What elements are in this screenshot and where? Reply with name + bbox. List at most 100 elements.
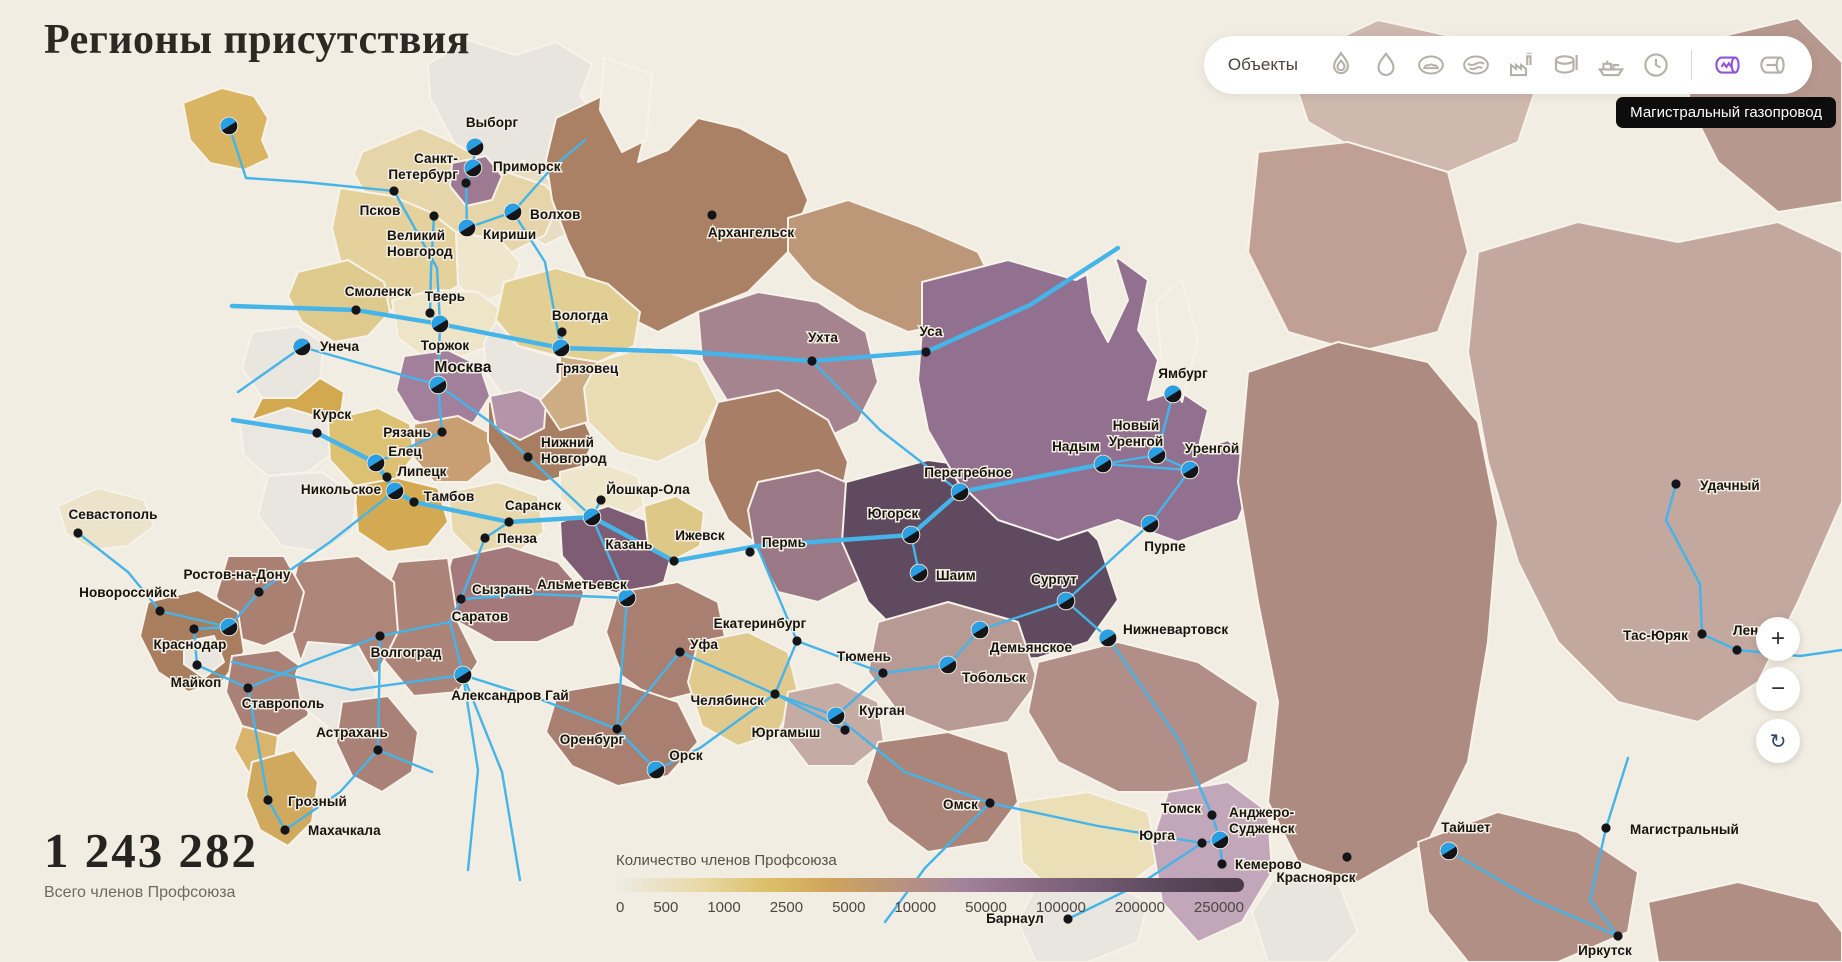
- hub-marker[interactable]: [908, 562, 929, 583]
- city-marker[interactable]: [73, 528, 83, 538]
- gas-flame-icon[interactable]: [1325, 49, 1357, 81]
- city-marker[interactable]: [1342, 852, 1352, 862]
- city-marker[interactable]: [1063, 914, 1073, 924]
- map-regions[interactable]: [57, 17, 1842, 962]
- map-region[interactable]: [353, 477, 449, 553]
- city-marker[interactable]: [263, 795, 273, 805]
- map-region[interactable]: [539, 355, 599, 431]
- clock-icon[interactable]: [1640, 49, 1672, 81]
- hub-marker[interactable]: [384, 480, 405, 501]
- hub-marker[interactable]: [218, 616, 239, 637]
- hub-marker[interactable]: [502, 201, 523, 222]
- city-marker[interactable]: [280, 825, 290, 835]
- city-marker[interactable]: [312, 428, 322, 438]
- oil-drop-icon[interactable]: [1370, 49, 1402, 81]
- map-region[interactable]: [599, 57, 653, 153]
- gas-pipeline-icon[interactable]: [1711, 49, 1743, 81]
- hub-marker[interactable]: [365, 452, 386, 473]
- map-region[interactable]: [1251, 871, 1359, 962]
- map-region[interactable]: [1085, 247, 1129, 343]
- hub-marker[interactable]: [1092, 453, 1113, 474]
- map-region[interactable]: [1151, 781, 1273, 943]
- city-marker[interactable]: [1671, 479, 1681, 489]
- city-marker[interactable]: [254, 587, 264, 597]
- city-marker[interactable]: [557, 327, 567, 337]
- city-marker[interactable]: [504, 517, 514, 527]
- city-marker[interactable]: [461, 178, 471, 188]
- hub-marker[interactable]: [937, 654, 958, 675]
- zoom-in-button[interactable]: +: [1756, 617, 1800, 661]
- hub-marker[interactable]: [1179, 459, 1200, 480]
- refinery-icon[interactable]: [1505, 49, 1537, 81]
- city-marker[interactable]: [1697, 629, 1707, 639]
- hub-marker[interactable]: [581, 506, 602, 527]
- map-region[interactable]: [917, 257, 1259, 543]
- city-marker[interactable]: [155, 606, 165, 616]
- city-marker[interactable]: [1613, 931, 1623, 941]
- map-region[interactable]: [1017, 791, 1159, 897]
- city-marker[interactable]: [375, 631, 385, 641]
- city-marker[interactable]: [921, 347, 931, 357]
- map-region[interactable]: [687, 631, 799, 747]
- oil-pipeline-icon[interactable]: [1756, 49, 1788, 81]
- hub-marker[interactable]: [452, 664, 473, 685]
- map-region[interactable]: [865, 731, 1019, 853]
- storage-tank-icon[interactable]: [1550, 49, 1582, 81]
- city-marker[interactable]: [612, 724, 622, 734]
- hub-marker[interactable]: [1055, 590, 1076, 611]
- city-marker[interactable]: [382, 472, 392, 482]
- hub-marker[interactable]: [1162, 383, 1183, 404]
- map-region[interactable]: [327, 407, 415, 487]
- city-marker[interactable]: [373, 745, 383, 755]
- hub-marker[interactable]: [825, 705, 846, 726]
- hub-marker[interactable]: [218, 115, 239, 136]
- city-marker[interactable]: [878, 668, 888, 678]
- map-region[interactable]: [1155, 279, 1199, 403]
- map-region[interactable]: [413, 415, 493, 483]
- city-marker[interactable]: [351, 305, 361, 315]
- city-marker[interactable]: [192, 660, 202, 670]
- hub-marker[interactable]: [616, 587, 637, 608]
- hub-marker[interactable]: [1097, 627, 1118, 648]
- ship-icon[interactable]: [1595, 49, 1627, 81]
- map-region[interactable]: [1027, 641, 1259, 793]
- zoom-out-button[interactable]: −: [1756, 667, 1800, 711]
- city-marker[interactable]: [437, 427, 447, 437]
- city-marker[interactable]: [243, 683, 253, 693]
- hub-marker[interactable]: [550, 337, 571, 358]
- hub-marker[interactable]: [949, 481, 970, 502]
- map-region[interactable]: [257, 471, 357, 553]
- city-marker[interactable]: [596, 495, 606, 505]
- city-marker[interactable]: [189, 624, 199, 634]
- gas-field-icon[interactable]: [1415, 49, 1447, 81]
- oil-field-icon[interactable]: [1460, 49, 1492, 81]
- hub-marker[interactable]: [464, 136, 485, 157]
- city-marker[interactable]: [1732, 645, 1742, 655]
- map-region[interactable]: [1247, 141, 1469, 353]
- hub-marker[interactable]: [1139, 513, 1160, 534]
- city-marker[interactable]: [1197, 838, 1207, 848]
- city-marker[interactable]: [707, 210, 717, 220]
- hub-marker[interactable]: [429, 313, 450, 334]
- city-marker[interactable]: [985, 798, 995, 808]
- city-marker[interactable]: [480, 533, 490, 543]
- city-marker[interactable]: [840, 725, 850, 735]
- hub-marker[interactable]: [900, 524, 921, 545]
- map-region[interactable]: [1417, 811, 1639, 962]
- hub-marker[interactable]: [291, 336, 312, 357]
- city-marker[interactable]: [456, 594, 466, 604]
- city-marker[interactable]: [745, 547, 755, 557]
- hub-marker[interactable]: [1146, 444, 1167, 465]
- city-marker[interactable]: [409, 497, 419, 507]
- city-marker[interactable]: [389, 186, 399, 196]
- map-region[interactable]: [449, 155, 503, 207]
- hub-marker[interactable]: [427, 374, 448, 395]
- hub-marker[interactable]: [456, 217, 477, 238]
- map-region[interactable]: [287, 259, 391, 343]
- hub-marker[interactable]: [969, 619, 990, 640]
- city-marker[interactable]: [669, 556, 679, 566]
- map-region[interactable]: [1647, 881, 1842, 962]
- map-region[interactable]: [225, 649, 315, 737]
- city-marker[interactable]: [1601, 823, 1611, 833]
